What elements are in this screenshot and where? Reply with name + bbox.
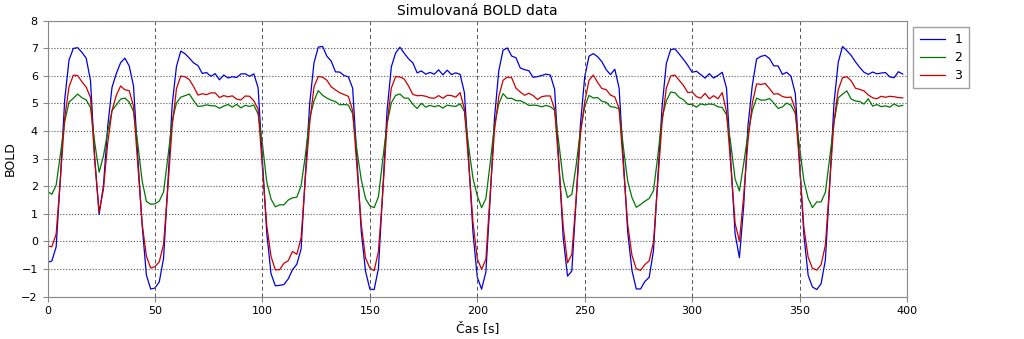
1 [897,72,909,76]
1 [201,71,213,75]
3 [669,73,681,77]
X-axis label: Čas [s]: Čas [s] [456,322,499,335]
Y-axis label: BOLD: BOLD [4,141,17,176]
Line: 2: 2 [47,91,903,208]
2 [76,96,88,100]
1 [93,213,105,217]
1 [269,284,282,288]
2 [41,190,53,194]
1 [41,260,53,264]
1 [833,60,845,64]
1 [76,50,88,54]
Legend: 1, 2, 3: 1, 2, 3 [913,27,969,88]
2 [475,206,487,210]
3 [269,268,282,272]
3 [76,80,88,84]
1 [316,44,329,48]
2 [312,88,325,93]
1 [368,287,380,292]
3 [833,88,845,92]
2 [862,97,874,101]
3 [93,210,105,214]
2 [93,170,105,174]
3 [368,269,380,273]
2 [201,103,213,107]
Line: 1: 1 [47,46,903,290]
3 [897,96,909,100]
2 [833,96,845,100]
1 [862,73,874,77]
Line: 3: 3 [47,75,903,271]
2 [897,103,909,107]
3 [41,244,53,248]
3 [201,93,213,97]
Title: Simulovaná BOLD data: Simulovaná BOLD data [397,4,558,18]
2 [269,205,282,209]
3 [862,93,874,97]
